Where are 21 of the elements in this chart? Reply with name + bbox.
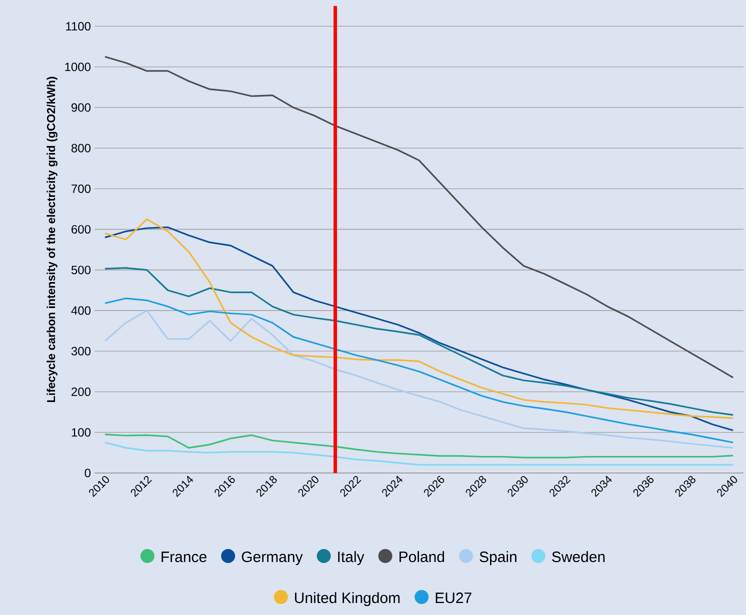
y-tick-label: 600 xyxy=(72,225,91,234)
y-tick-label: 500 xyxy=(71,266,91,274)
y-tick-label: 1100 xyxy=(66,22,91,31)
y-tick-label: 0 xyxy=(84,468,91,478)
y-tick-label: 1000 xyxy=(65,62,91,72)
y-tick-label: 900 xyxy=(72,103,91,112)
y-tick-label: 200 xyxy=(72,388,91,396)
legend-label: Spain xyxy=(480,551,516,566)
y-tick-label: 700 xyxy=(72,184,91,193)
legend-label: Sweden xyxy=(552,551,605,562)
y-tick-label: 800 xyxy=(71,144,91,152)
y-axis-title: Lifecycle carbon intensity of the electricity grid (gCO2/kWh) xyxy=(46,76,58,402)
legend-label: Poland xyxy=(400,551,444,562)
y-tick-label: 100 xyxy=(72,428,91,437)
legend-label: EU27 xyxy=(436,592,472,604)
legend-label: Germany xyxy=(242,552,303,566)
legend-label: France xyxy=(162,552,206,562)
legend-label: Italy xyxy=(338,551,364,566)
legend-label: United Kingdom xyxy=(295,592,400,606)
y-tick-label: 300 xyxy=(71,346,91,356)
y-tick-label: 400 xyxy=(71,306,91,315)
